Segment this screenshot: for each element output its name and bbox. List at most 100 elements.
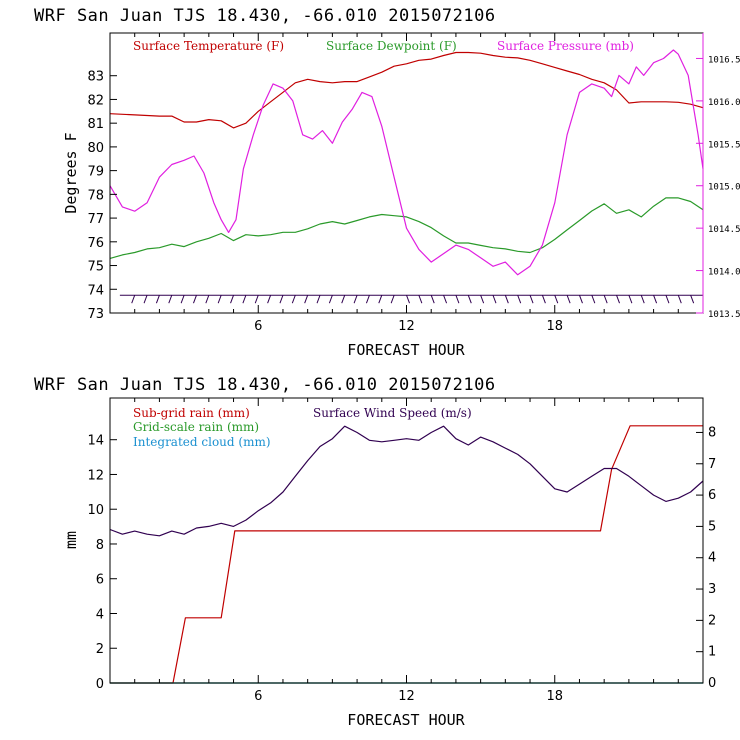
wind-barb bbox=[193, 295, 197, 304]
y2-tick-label: 2 bbox=[708, 613, 716, 628]
top-panel: WRF San Juan TJS 18.430, -66.010 2015072… bbox=[34, 6, 740, 359]
y2-tick-label: 8 bbox=[708, 425, 716, 440]
legend-dewpoint: Surface Dewpoint (F) bbox=[326, 39, 457, 53]
x-tick-label: 12 bbox=[398, 689, 415, 704]
y2-tick-label: 0 bbox=[708, 676, 716, 691]
wind-barb bbox=[143, 295, 148, 304]
y-tick-label: 83 bbox=[87, 70, 104, 85]
y-tick-label: 8 bbox=[96, 538, 104, 553]
y-tick-label: 81 bbox=[87, 117, 104, 132]
wind-barb bbox=[541, 295, 546, 304]
wind-barb bbox=[665, 295, 670, 304]
wind-barb bbox=[328, 295, 333, 304]
top-plot-frame bbox=[109, 32, 704, 314]
wind-barb bbox=[690, 295, 695, 304]
y2-tick-label: 1016.0 bbox=[708, 98, 740, 108]
y2-tick-label: 5 bbox=[708, 519, 716, 534]
y-tick-label: 4 bbox=[96, 607, 104, 622]
x-tick-label: 18 bbox=[546, 689, 563, 704]
bottom-x-axis-label: FORECAST HOUR bbox=[347, 711, 465, 729]
wind-barb bbox=[418, 295, 423, 304]
wind-barb bbox=[406, 295, 410, 304]
y2-tick-label: 7 bbox=[708, 457, 716, 472]
y-tick-label: 82 bbox=[87, 93, 104, 108]
y-tick-label: 0 bbox=[96, 677, 104, 692]
wind-barb bbox=[653, 295, 658, 304]
y2-tick-label: 1014.5 bbox=[708, 225, 740, 235]
wind-barb bbox=[677, 295, 682, 304]
top-x-axis-label: FORECAST HOUR bbox=[347, 341, 465, 359]
top-wind-barbs bbox=[119, 294, 703, 304]
y2-tick-label: 4 bbox=[708, 551, 716, 566]
y-tick-label: 76 bbox=[87, 236, 104, 251]
wind-barb bbox=[591, 295, 596, 304]
wind-barb bbox=[628, 295, 633, 304]
bottom-chart-title: WRF San Juan TJS 18.430, -66.010 2015072… bbox=[34, 375, 496, 395]
wind-barb bbox=[480, 295, 485, 304]
wind-barb bbox=[504, 295, 509, 304]
y-tick-label: 12 bbox=[87, 468, 104, 483]
y2-tick-label: 6 bbox=[708, 488, 716, 503]
legend-pressure: Surface Pressure (mb) bbox=[497, 39, 634, 53]
wind-barb bbox=[353, 295, 358, 304]
y-tick-label: 79 bbox=[87, 165, 104, 180]
wind-barb bbox=[279, 295, 284, 304]
top-series-layer bbox=[109, 49, 704, 276]
wind-barb bbox=[529, 295, 534, 304]
legend-wind-speed: Surface Wind Speed (m/s) bbox=[313, 406, 472, 420]
y2-tick-label: 1013.5 bbox=[708, 310, 740, 320]
y-tick-label: 6 bbox=[96, 573, 104, 588]
wind-barb bbox=[492, 295, 497, 304]
y-tick-label: 10 bbox=[87, 503, 104, 518]
wind-barb bbox=[304, 295, 309, 304]
wind-barb bbox=[603, 295, 608, 304]
y-tick-label: 73 bbox=[87, 307, 104, 322]
y-tick-label: 77 bbox=[87, 212, 104, 227]
series-line-surface-wind-speed-m-s bbox=[109, 425, 704, 537]
wind-barb bbox=[640, 295, 645, 304]
x-tick-label: 12 bbox=[398, 319, 415, 334]
wind-barb bbox=[467, 295, 472, 304]
wind-barb bbox=[316, 295, 321, 304]
bottom-series-layer bbox=[109, 425, 704, 684]
wind-barb bbox=[205, 295, 210, 304]
wind-barb bbox=[217, 295, 222, 304]
wind-barb bbox=[390, 295, 395, 304]
wind-barb bbox=[443, 295, 448, 304]
x-tick-label: 18 bbox=[546, 319, 563, 334]
legend-subgrid-rain: Sub-grid rain (mm) bbox=[133, 406, 250, 420]
y2-tick-label: 1014.0 bbox=[708, 268, 740, 278]
y2-tick-label: 3 bbox=[708, 582, 716, 597]
bottom-panel: WRF San Juan TJS 18.430, -66.010 2015072… bbox=[34, 375, 716, 729]
wind-barb bbox=[155, 295, 160, 304]
bottom-y-axis-label: mm bbox=[62, 531, 80, 549]
top-axes: 6 12 18 73 74 75 76 77 78 79 80 81 82 83 1013.5 1014.0 1… bbox=[87, 33, 740, 334]
y-tick-label: 74 bbox=[87, 283, 104, 298]
wind-barb bbox=[554, 295, 559, 304]
y2-tick-label: 1015.0 bbox=[708, 183, 740, 193]
legend-integrated-cloud: Integrated cloud (mm) bbox=[133, 435, 271, 449]
x-tick-label: 6 bbox=[254, 319, 262, 334]
wind-barb bbox=[455, 295, 460, 304]
y-tick-label: 75 bbox=[87, 260, 104, 275]
legend-temperature: Surface Temperature (F) bbox=[133, 39, 284, 53]
y-tick-label: 78 bbox=[87, 188, 104, 203]
series-line-surface-temperature-f bbox=[109, 51, 704, 129]
wind-barb bbox=[254, 295, 259, 304]
series-line-surface-pressure-mb bbox=[109, 49, 704, 276]
legend-gridscale-rain: Grid-scale rain (mm) bbox=[133, 420, 259, 434]
wind-barb bbox=[378, 295, 383, 304]
wind-barb bbox=[180, 295, 185, 304]
top-chart-title: WRF San Juan TJS 18.430, -66.010 2015072… bbox=[34, 6, 496, 26]
wind-barb bbox=[365, 295, 370, 304]
y-tick-label: 80 bbox=[87, 141, 104, 156]
y2-tick-label: 1016.5 bbox=[708, 55, 740, 65]
y2-tick-label: 1 bbox=[708, 645, 716, 660]
series-line-surface-dewpoint-f bbox=[109, 197, 704, 259]
top-y-axis-label: Degrees F bbox=[62, 132, 80, 213]
wind-barb bbox=[242, 295, 247, 304]
wind-barb bbox=[168, 295, 173, 304]
wind-barb bbox=[131, 295, 136, 304]
